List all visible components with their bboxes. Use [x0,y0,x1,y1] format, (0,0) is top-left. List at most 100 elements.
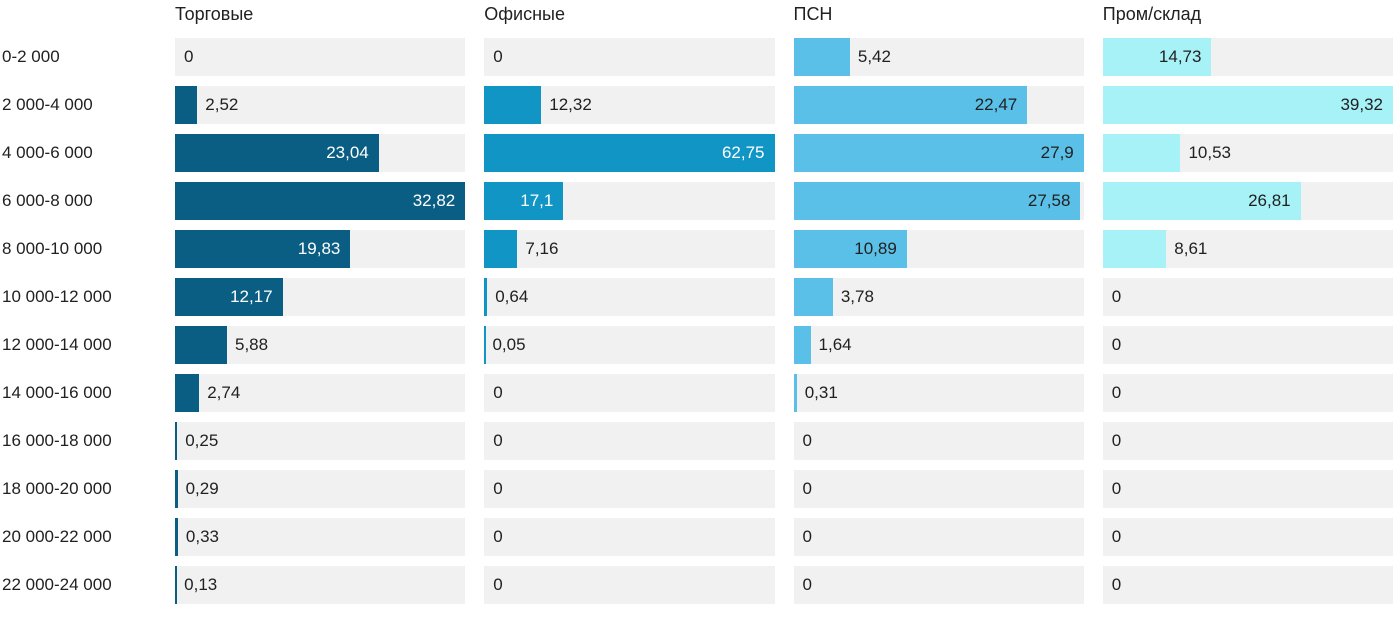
bar-track: 19,83 [175,230,466,268]
bar-track: 0 [793,422,1084,460]
bar: 23,04 [175,134,379,172]
row-label: 4 000-6 000 [2,143,93,162]
bar-track: 27,9 [793,134,1084,172]
bar: 10,89 [793,230,907,268]
bar [793,374,797,412]
bar-track: 0,13 [175,566,466,604]
bar-value-label: 2,52 [205,95,239,114]
bar-value-label: 26,81 [1248,191,1291,210]
bar-track: 0,64 [484,278,775,316]
column-header-2: Офисные [484,4,566,24]
bar-value-label: 0 [493,527,503,546]
bar-track: 0 [1102,470,1393,508]
bar-value-label: 0 [1111,431,1122,450]
grouped-bar-chart: Торговые Офисные ПСН Пром/склад 0-2 000 0 0 5,4… [0,4,1393,604]
bar-value-label: 14,73 [1158,47,1202,66]
row-label: 8 000-10 000 [2,239,103,258]
bar-track: 12,32 [484,86,775,124]
bar-track: 10,53 [1102,134,1393,172]
row-label: 6 000-8 000 [2,191,93,210]
bar-value-label: 0 [493,575,503,594]
bar-value-label: 0,05 [492,335,526,354]
bar-track: 0 [793,566,1084,604]
row-label: 16 000-18 000 [2,431,112,450]
row-label: 22 000-24 000 [2,575,112,594]
bar-track: 0 [484,470,775,508]
bar-value-label: 0,25 [185,431,219,450]
bar-value-label: 0,33 [185,527,219,546]
bar-track: 22,47 [793,86,1084,124]
bar-track: 3,78 [793,278,1084,316]
bar: 26,81 [1102,182,1301,220]
bar-value-label: 2,74 [207,383,241,402]
bar: 27,58 [793,182,1081,220]
bar-value-label: 7,16 [525,239,559,258]
bar-value-label: 23,04 [326,143,369,162]
bar-track: 0 [793,470,1084,508]
bar-track: 32,82 [175,182,466,220]
bar-track: 5,88 [175,326,466,364]
bar [793,326,811,364]
bar-track: 7,16 [484,230,775,268]
bar-value-label: 27,9 [1040,143,1074,162]
bar [484,278,488,316]
column-header-1: Торговые [175,4,254,24]
bar-track: 27,58 [793,182,1084,220]
bar-value-label: 0 [493,431,503,450]
row-label: 0-2 000 [2,47,60,66]
bar-value-label: 10,53 [1188,143,1232,162]
bar [175,566,177,604]
bar-track: 0 [1102,326,1393,364]
bar [484,86,542,124]
bar: 39,32 [1102,86,1393,124]
bar-value-label: 3,78 [840,287,874,306]
bar-value-label: 12,17 [230,287,273,306]
bar [1102,134,1181,172]
bar-value-label: 0 [184,47,194,66]
bar-value-label: 10,89 [854,239,897,258]
bar-value-label: 0 [1111,527,1122,546]
bar-track: 5,42 [793,38,1084,76]
bar-value-label: 0 [493,383,503,402]
bar-track: 0 [793,518,1084,556]
bar [793,278,833,316]
bar [793,38,850,76]
bar-track: 39,32 [1102,86,1393,124]
row-label: 14 000-16 000 [2,383,112,402]
bar-value-label: 19,83 [297,239,341,258]
row-label: 18 000-20 000 [2,479,112,498]
bar-track: 0,33 [175,518,466,556]
bar: 14,73 [1102,38,1212,76]
bar-track: 0,25 [175,422,466,460]
bar-track: 0 [484,518,775,556]
bar-track: 0 [1102,278,1393,316]
bar-track: 0 [1102,374,1393,412]
bar-track: 0,31 [793,374,1084,412]
bar-value-label: 5,88 [235,335,269,354]
bar-track: 8,61 [1102,230,1393,268]
corner-spacer [0,4,156,28]
bar [175,518,178,556]
bar-value-label: 12,32 [549,95,592,114]
bar-value-label: 0,13 [184,575,218,594]
bar-value-label: 0 [1111,383,1122,402]
column-header-4: Пром/склад [1102,4,1202,24]
bar-track: 2,74 [175,374,466,412]
bar-value-label: 0,31 [804,383,838,402]
bar-value-label: 0 [1111,335,1122,354]
row-label: 20 000-22 000 [2,527,112,546]
bar-track: 0 [484,422,775,460]
bar-value-label: 8,61 [1174,239,1208,258]
bar-value-label: 0 [1111,479,1122,498]
bar [484,326,487,364]
bar-value-label: 0 [493,47,503,66]
bar-value-label: 0 [1111,287,1122,306]
bar-track: 23,04 [175,134,466,172]
bar-track: 0 [175,38,466,76]
bar-track: 17,1 [484,182,775,220]
bar [175,86,198,124]
row-label: 10 000-12 000 [2,287,112,306]
bar-value-label: 39,32 [1340,95,1383,114]
bar-value-label: 0,64 [495,287,529,306]
bar [484,230,518,268]
